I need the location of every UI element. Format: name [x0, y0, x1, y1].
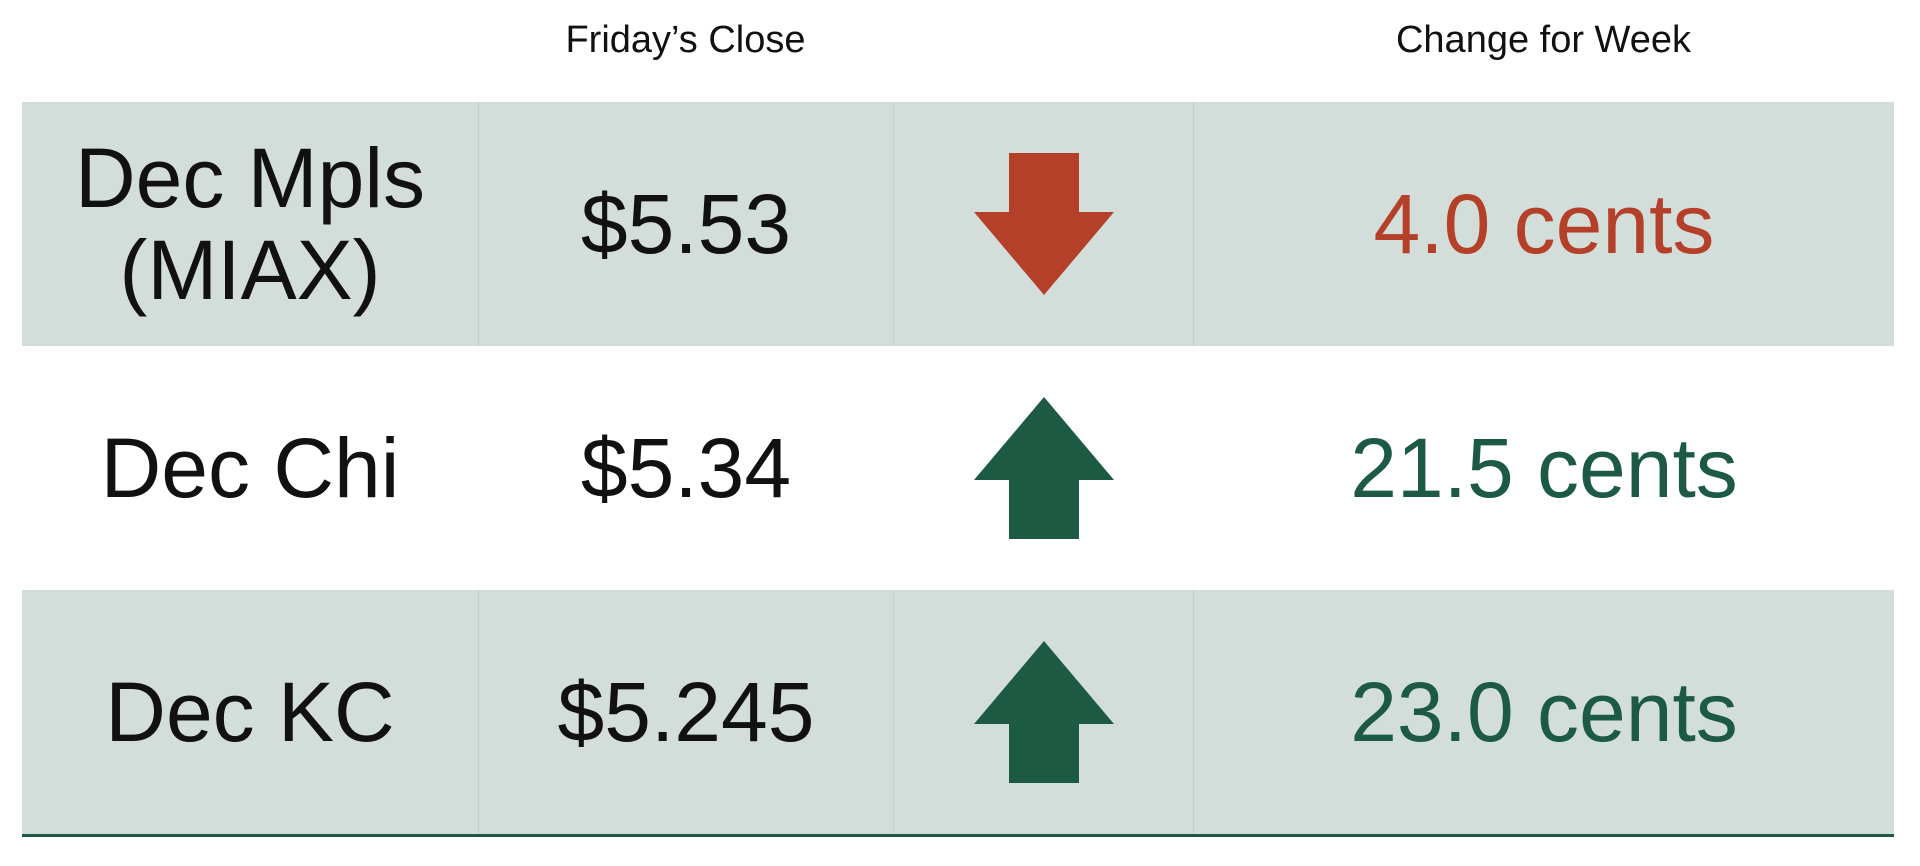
arrow-cell	[893, 346, 1193, 590]
arrow-cell	[893, 102, 1193, 346]
contract-name: Dec KC	[105, 664, 395, 759]
weekly-change: 21.5 cents	[1350, 420, 1738, 515]
arrow-cell	[893, 590, 1193, 834]
header-change: Change for Week	[1395, 18, 1692, 61]
header-row: Friday’s Close Change for Week	[22, 0, 1894, 102]
bottom-rule	[22, 834, 1894, 837]
arrow	[973, 153, 1114, 295]
weekly-change: 23.0 cents	[1193, 590, 1894, 834]
arrow-shape	[973, 641, 1114, 783]
contract-name: Dec Mpls (MIAX)	[74, 130, 426, 317]
header-spacer	[893, 0, 1193, 102]
close-price: $5.34	[580, 420, 792, 515]
arrow-shape	[973, 153, 1114, 295]
data-row: Dec Mpls (MIAX) $5.53 4.0 cents	[22, 102, 1894, 346]
header-close: Friday’s Close	[565, 18, 806, 61]
contract-name: Dec Chi	[100, 420, 400, 515]
data-row: Dec KC $5.245 23.0 cents	[22, 590, 1894, 834]
close-price: $5.53	[478, 102, 893, 346]
close-price: $5.245	[478, 590, 893, 834]
rows: Dec Mpls (MIAX) $5.53 4.0 cents Dec Chi $5.3…	[22, 102, 1894, 834]
arrow	[973, 397, 1114, 539]
arrow-shape	[973, 397, 1114, 539]
arrow	[973, 641, 1114, 783]
weekly-change: 4.0 cents	[1193, 102, 1894, 346]
data-row: Dec Chi $5.34 21.5 cents	[22, 346, 1894, 590]
price-table: Friday’s Close Change for Week Dec Mpls …	[22, 0, 1894, 837]
header-spacer	[22, 0, 478, 102]
